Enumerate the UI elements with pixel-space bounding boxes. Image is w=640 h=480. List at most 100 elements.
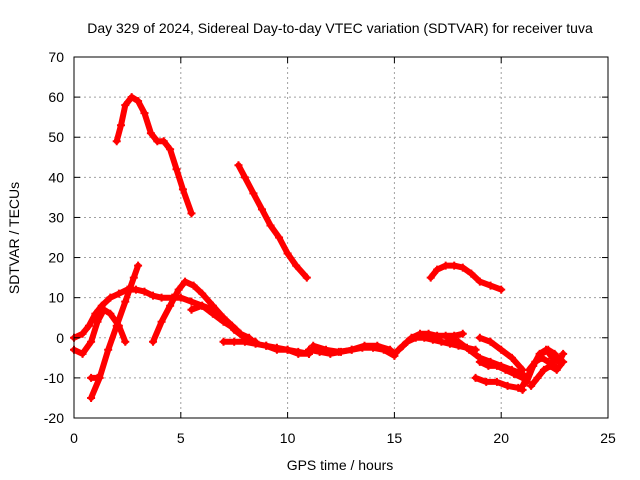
data-point [99, 305, 108, 314]
x-tick-label: 20 [493, 430, 509, 446]
series-arc-18 [471, 373, 527, 394]
data-point [486, 281, 495, 290]
data-series [70, 93, 568, 402]
data-point [91, 309, 100, 318]
data-point [157, 293, 166, 302]
data-point [172, 165, 181, 174]
data-point [428, 335, 437, 344]
data-point [257, 205, 266, 214]
data-point [550, 361, 559, 370]
data-point [283, 249, 292, 258]
data-point [497, 285, 506, 294]
data-point [131, 285, 140, 294]
x-tick-label: 10 [280, 430, 296, 446]
data-point [484, 361, 493, 370]
data-point [394, 345, 403, 354]
x-tick-label: 0 [70, 430, 78, 446]
data-point [471, 373, 480, 382]
data-point [219, 337, 228, 346]
data-point [475, 357, 484, 366]
data-point [441, 261, 450, 270]
data-point [559, 349, 568, 358]
data-point [386, 345, 395, 354]
data-point [149, 291, 158, 300]
data-point [121, 101, 130, 110]
data-point [178, 185, 187, 194]
data-point [542, 345, 551, 354]
data-point [146, 129, 155, 138]
data-point [78, 329, 87, 338]
data-point [93, 317, 102, 326]
chart-title: Day 329 of 2024, Sidereal Day-to-day VTE… [87, 20, 593, 36]
grid [74, 57, 608, 418]
data-point [176, 293, 185, 302]
data-point [251, 339, 260, 348]
data-point [114, 321, 123, 330]
data-point [454, 337, 463, 346]
series-arc-7 [87, 373, 102, 382]
data-point [347, 345, 356, 354]
data-point [302, 273, 311, 282]
data-point [304, 345, 313, 354]
data-point [390, 349, 399, 358]
data-point [127, 93, 136, 102]
data-point [503, 381, 512, 390]
data-point [198, 289, 207, 298]
data-point [159, 137, 168, 146]
data-point [475, 333, 484, 342]
data-point [559, 357, 568, 366]
data-point [497, 345, 506, 354]
plot-frame [73, 56, 609, 419]
data-point [106, 309, 115, 318]
data-point [524, 365, 533, 374]
data-point [360, 341, 369, 350]
data-point [510, 369, 519, 378]
series-arc-2 [234, 161, 311, 282]
data-point [140, 287, 149, 296]
data-point [112, 137, 121, 146]
data-point [309, 341, 318, 350]
data-point [87, 337, 96, 346]
series-arc-19 [475, 333, 527, 374]
data-point [198, 301, 207, 310]
data-point [403, 337, 412, 346]
series-arc-9 [187, 301, 254, 342]
data-point [322, 345, 331, 354]
data-point [78, 349, 87, 358]
data-point [166, 301, 175, 310]
series-arc-13 [309, 341, 399, 358]
data-point [84, 321, 93, 330]
y-tick-label: 20 [48, 250, 64, 266]
y-tick-label: 70 [48, 49, 64, 65]
data-point [411, 333, 420, 342]
data-point [240, 337, 249, 346]
data-point [121, 337, 130, 346]
y-tick-label: 60 [48, 89, 64, 105]
data-point [492, 377, 501, 386]
data-point [266, 221, 275, 230]
data-point [544, 357, 553, 366]
data-point [240, 173, 249, 182]
data-point [104, 345, 113, 354]
series-arc-17 [475, 357, 527, 382]
data-point [531, 357, 540, 366]
x-tick-label: 25 [600, 430, 616, 446]
series-line [528, 358, 567, 389]
data-point [527, 381, 536, 390]
data-point [482, 377, 491, 386]
data-point [134, 97, 143, 106]
y-tick-label: 30 [48, 209, 64, 225]
data-point [181, 277, 190, 286]
y-tick-label: 0 [56, 330, 64, 346]
data-point [548, 353, 557, 362]
data-point [443, 333, 452, 342]
data-point [236, 329, 245, 338]
data-point [522, 377, 531, 386]
data-point [518, 381, 527, 390]
data-point [230, 337, 239, 346]
data-point [475, 277, 484, 286]
data-point [106, 293, 115, 302]
data-point [492, 361, 501, 370]
data-point [292, 261, 301, 270]
data-point [187, 297, 196, 306]
